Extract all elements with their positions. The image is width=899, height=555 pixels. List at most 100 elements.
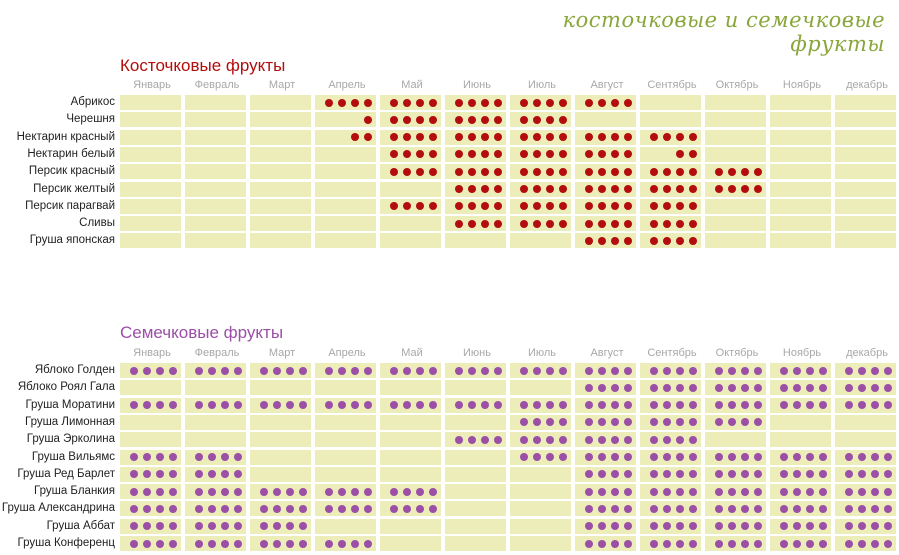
pome-availability-dot [858, 539, 866, 548]
stone-availability-dot [559, 185, 567, 193]
season-cell [705, 146, 766, 162]
pome-availability-dot [650, 418, 658, 427]
pome-availability-dot [156, 539, 164, 548]
pome-availability-dot [520, 401, 528, 410]
stone-availability-dot [325, 98, 333, 107]
month-label: Июнь [463, 347, 491, 359]
fruit-label: Нектарин красный [16, 130, 115, 143]
pome-availability-dot [611, 470, 619, 479]
month-label: Апрель [328, 79, 366, 91]
season-cell [640, 216, 701, 232]
season-cell [640, 414, 701, 430]
season-cell [705, 233, 766, 249]
stone-availability-dot [468, 167, 476, 176]
fruit-label: Черешня [66, 113, 115, 126]
season-cell [510, 233, 571, 249]
pome-availability-dot [845, 487, 853, 496]
season-cell [380, 466, 441, 482]
pome-availability-dot [585, 522, 593, 531]
pome-availability-dot [143, 453, 151, 461]
fruit-label: Груша Моратини [25, 398, 115, 411]
season-cell [315, 466, 376, 482]
pome-availability-dot [728, 470, 736, 479]
pome-availability-dot [676, 383, 684, 392]
season-cell [575, 484, 636, 500]
banner-title: косточковые и семечковые фрукты [562, 8, 885, 56]
season-cell [510, 501, 571, 517]
pome-availability-dot [884, 366, 892, 375]
stone-availability-dot [338, 98, 346, 107]
pome-availability-dot [611, 522, 619, 531]
season-cell [380, 216, 441, 232]
stone-availability-dot [390, 167, 398, 176]
pome-availability-dot [650, 435, 658, 444]
pome-availability-dot [611, 504, 619, 513]
pome-availability-dot [819, 522, 827, 531]
season-cell [445, 449, 506, 465]
season-cell [770, 397, 831, 413]
season-cell [315, 233, 376, 249]
season-cell [185, 216, 246, 232]
stone-availability-dot [520, 185, 528, 193]
pome-availability-dot [624, 401, 632, 410]
pome-availability-dot [728, 522, 736, 531]
pome-availability-dot [858, 504, 866, 513]
stone-availability-dot [559, 219, 567, 228]
pome-availability-dot [130, 401, 138, 410]
season-cell [250, 414, 311, 430]
stone-availability-dot [585, 167, 593, 176]
season-cell [250, 129, 311, 145]
pome-availability-dot [624, 366, 632, 375]
pome-availability-dot [299, 539, 307, 548]
pome-availability-dot [871, 366, 879, 375]
pome-availability-dot [403, 366, 411, 375]
pome-availability-dot [195, 470, 203, 479]
season-cell [315, 216, 376, 232]
stone-availability-dot [585, 133, 593, 142]
season-cell [315, 397, 376, 413]
pome-availability-dot [169, 401, 177, 410]
season-cell [510, 380, 571, 396]
pome-availability-dot [611, 418, 619, 427]
pome-availability-dot [338, 401, 346, 410]
month-label: Октябрь [715, 347, 759, 359]
season-cell [705, 181, 766, 197]
stone-availability-dot [468, 219, 476, 228]
stone-availability-dot [494, 219, 502, 228]
pome-availability-dot [871, 539, 879, 548]
season-cell [705, 129, 766, 145]
pome-availability-dot [585, 401, 593, 410]
season-cell [835, 129, 896, 145]
season-cell [770, 363, 831, 378]
season-cell [120, 164, 181, 180]
season-cell [250, 181, 311, 197]
pome-availability-dot [871, 487, 879, 496]
season-cell [380, 518, 441, 534]
season-cell [445, 414, 506, 430]
season-cell [315, 484, 376, 500]
pome-availability-dot [663, 539, 671, 548]
pome-availability-dot [286, 366, 294, 375]
season-cell [510, 112, 571, 128]
season-cell [185, 501, 246, 517]
season-cell [185, 380, 246, 396]
season-cell [120, 380, 181, 396]
pome-availability-dot [546, 453, 554, 461]
pome-availability-dot [143, 487, 151, 496]
stone-availability-dot [546, 185, 554, 193]
pome-availability-dot [156, 366, 164, 375]
pome-availability-dot [728, 487, 736, 496]
pome-availability-dot [299, 504, 307, 513]
pome-availability-dot [559, 418, 567, 427]
season-cell [770, 466, 831, 482]
stone-availability-dot [429, 202, 437, 211]
season-cell [445, 518, 506, 534]
pome-availability-dot [130, 487, 138, 496]
pome-availability-dot [650, 522, 658, 531]
stone-availability-dot [403, 150, 411, 159]
pome-availability-dot [195, 539, 203, 548]
pome-availability-dot [728, 504, 736, 513]
pome-availability-dot [845, 522, 853, 531]
stone-availability-dot [624, 133, 632, 142]
season-cell [185, 518, 246, 534]
